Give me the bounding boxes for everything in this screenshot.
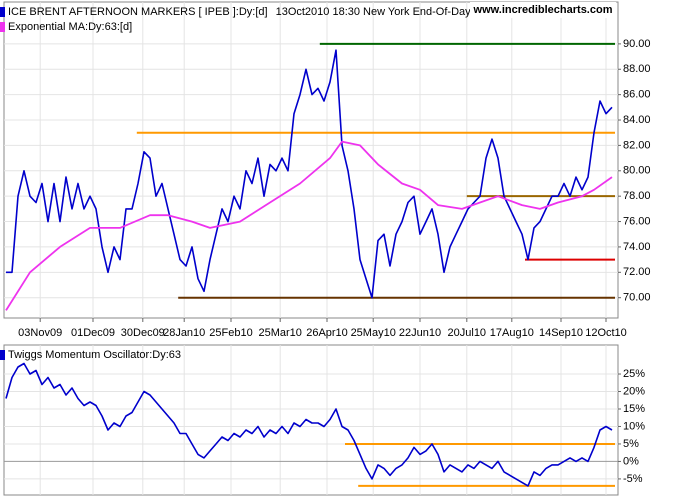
- legend-label: Exponential MA:Dy:63:[d]: [8, 21, 132, 33]
- legend-swatch: [0, 7, 5, 17]
- y-tick-label: 74.00: [623, 241, 651, 253]
- series-line: [5, 140, 613, 311]
- y-tick-label: 5%: [623, 438, 639, 450]
- x-tick-label: 12Oct10: [585, 327, 627, 339]
- y-tick-label: 76.00: [623, 215, 651, 227]
- y-tick-label: 25%: [623, 368, 645, 380]
- legend-label: ICE BRENT AFTERNOON MARKERS [ IPEB ]:Dy:…: [8, 6, 268, 18]
- y-tick-label: -5%: [623, 473, 643, 485]
- legend-label: Twiggs Momentum Oscillator:Dy:63: [8, 349, 181, 361]
- x-tick-label: 30Dec09: [121, 327, 165, 339]
- x-tick-label: 03Nov09: [18, 327, 62, 339]
- plot-area: [3, 1, 619, 319]
- x-tick-label: 28Jan10: [163, 327, 205, 339]
- source-box: [470, 2, 616, 18]
- y-tick-label: 82.00: [623, 139, 651, 151]
- x-tick-label: 01Dec09: [71, 327, 115, 339]
- y-tick-label: 80.00: [623, 165, 651, 177]
- y-tick-label: 10%: [623, 420, 645, 432]
- subtitle: 13Oct2010 18:30 New York End-Of-Day De..…: [276, 6, 497, 18]
- y-tick-label: 84.00: [623, 114, 651, 126]
- x-tick-label: 17Aug10: [490, 327, 534, 339]
- y-tick-label: 72.00: [623, 266, 651, 278]
- series-line: [5, 362, 613, 487]
- y-tick-label: 86.00: [623, 89, 651, 101]
- x-tick-label: 25May10: [351, 327, 396, 339]
- legend-swatch: [0, 22, 5, 32]
- source: www.incrediblecharts.com: [473, 4, 613, 16]
- y-tick-label: 0%: [623, 455, 639, 467]
- y-tick-label: 90.00: [623, 38, 651, 50]
- x-tick-label: 25Mar10: [258, 327, 301, 339]
- y-tick-label: 70.00: [623, 292, 651, 304]
- x-tick-label: 22Jun10: [399, 327, 441, 339]
- y-tick-label: 88.00: [623, 63, 651, 75]
- x-tick-label: 26Apr10: [306, 327, 348, 339]
- y-tick-label: 78.00: [623, 190, 651, 202]
- y-tick-label: 15%: [623, 403, 645, 415]
- series-line: [6, 49, 613, 299]
- y-tick-label: 20%: [623, 385, 645, 397]
- legend-swatch: [0, 350, 5, 360]
- plot-area: [3, 344, 619, 496]
- x-tick-label: 20Jul10: [448, 327, 487, 339]
- x-tick-label: 25Feb10: [209, 327, 252, 339]
- x-tick-label: 14Sep10: [539, 327, 583, 339]
